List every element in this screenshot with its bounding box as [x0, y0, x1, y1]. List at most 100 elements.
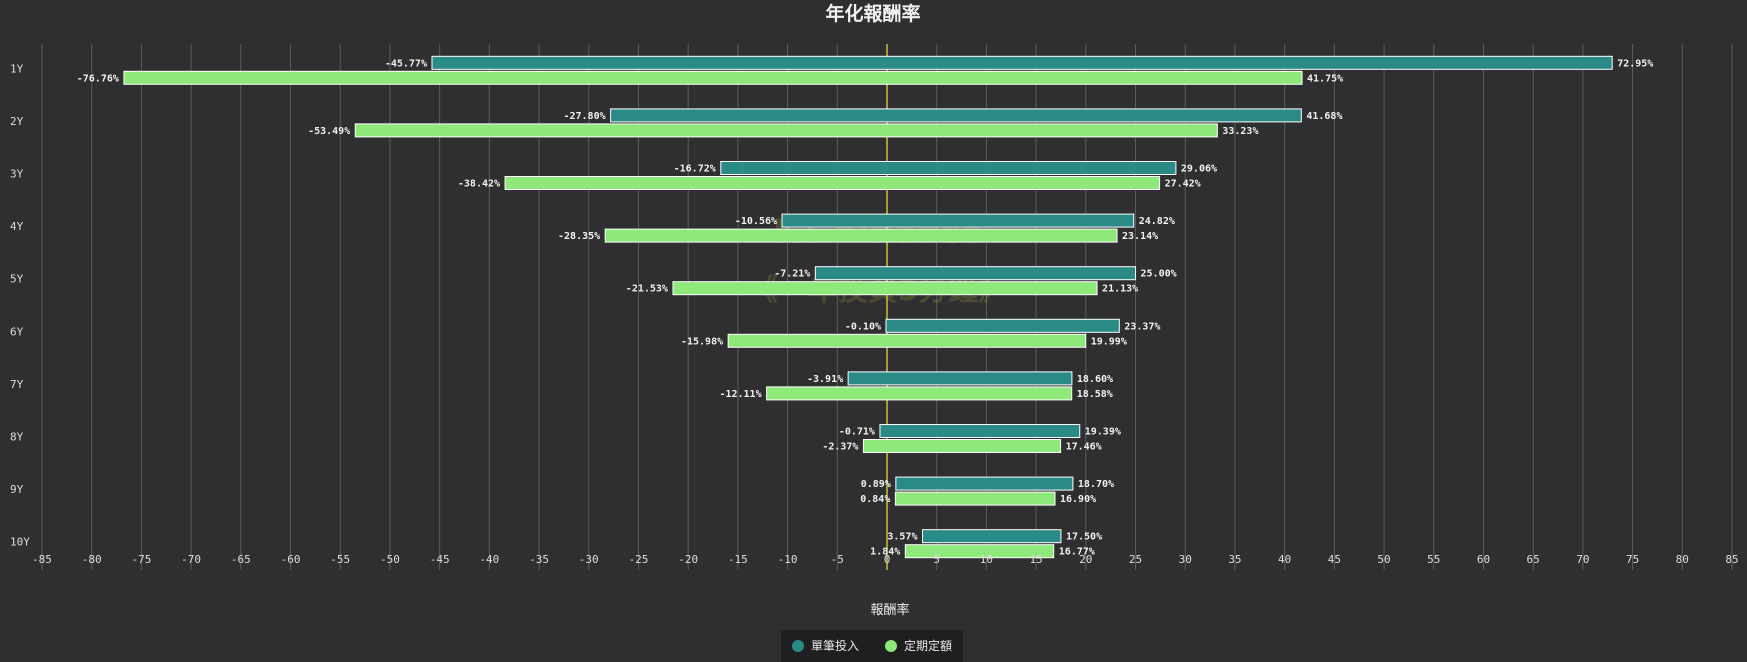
y-category-label: 9Y	[10, 483, 24, 496]
x-tick-label: -15	[728, 553, 748, 566]
max-value-label: 25.00%	[1141, 269, 1177, 280]
min-value-label: -38.42%	[458, 179, 500, 190]
y-category-label: 5Y	[10, 273, 24, 286]
bar-lump-sum	[921, 529, 1062, 544]
bar-dca	[862, 439, 1062, 453]
min-value-label: -0.10%	[845, 321, 881, 332]
max-value-label: 41.75%	[1307, 73, 1343, 84]
x-tick-label: -50	[380, 553, 400, 566]
min-value-label: -10.56%	[735, 216, 777, 227]
max-value-label: 21.13%	[1102, 284, 1138, 295]
y-category-label: 8Y	[10, 431, 24, 444]
bar-dca	[766, 386, 1073, 401]
max-value-label: 18.58%	[1077, 389, 1113, 400]
y-category-label: 7Y	[10, 378, 24, 391]
x-tick-label: -80	[82, 553, 102, 566]
bar-dca	[123, 70, 1303, 85]
bar-dca	[894, 491, 1056, 506]
min-value-label: -16.72%	[674, 164, 716, 175]
x-tick-label: -45	[430, 553, 450, 566]
x-axis-ticks: -85 -80 -75 -70 -65 -60 -55 -50 -45 -40 -35 -30 -25-…	[32, 553, 1739, 566]
y-category-label: 1Y	[10, 62, 24, 75]
x-tick-label: 25	[1129, 553, 1142, 566]
max-value-label: 33.23%	[1222, 126, 1258, 137]
bar-lump-sum	[720, 161, 1177, 175]
bar-lump-sum	[610, 108, 1302, 123]
bar-lump-sum	[847, 371, 1073, 386]
bar-lump-sum	[431, 55, 1613, 70]
x-axis-title: 報酬率	[870, 602, 909, 618]
x-tick-label: -55	[330, 553, 350, 566]
x-tick-label: 0	[884, 553, 891, 566]
min-value-label: 0.89%	[861, 479, 891, 490]
x-tick-label: -75	[131, 553, 151, 566]
bar-dca	[727, 333, 1087, 348]
x-tick-label: 70	[1576, 553, 1589, 566]
min-value-label: -53.49%	[308, 126, 350, 137]
max-value-label: 23.37%	[1124, 321, 1160, 332]
x-tick-label: 55	[1427, 553, 1440, 566]
max-value-label: 19.99%	[1091, 336, 1127, 347]
x-tick-label: 30	[1179, 553, 1192, 566]
y-category-label: 6Y	[10, 325, 24, 338]
min-value-label: 1.84%	[870, 547, 900, 558]
data-labels: -45.77% 72.95% -27.80% 41.68% -16.72% 29.06% -…	[77, 58, 1654, 557]
max-value-label: 17.50%	[1066, 532, 1102, 543]
max-value-label: 23.14%	[1122, 231, 1158, 242]
min-value-label: -45.77%	[385, 58, 427, 69]
max-value-label: 16.90%	[1060, 494, 1096, 505]
x-tick-label: 5	[933, 553, 940, 566]
max-value-label: 27.42%	[1165, 179, 1201, 190]
x-tick-label: -35	[529, 553, 549, 566]
bar-dca	[504, 176, 1161, 190]
bars	[123, 55, 1613, 559]
legend-background	[781, 630, 963, 662]
x-tick-label: 65	[1527, 553, 1540, 566]
x-tick-label: -20	[678, 553, 698, 566]
max-value-label: 16.77%	[1059, 547, 1095, 558]
x-tick-label: -10	[778, 553, 798, 566]
min-value-label: -15.98%	[681, 336, 723, 347]
max-value-label: 72.95%	[1617, 58, 1653, 69]
max-value-label: 19.39%	[1085, 427, 1121, 438]
max-value-label: 18.70%	[1078, 479, 1114, 490]
x-tick-label: -30	[579, 553, 599, 566]
legend-marker	[885, 640, 897, 652]
x-tick-label: 10	[980, 553, 993, 566]
legend-label: 單筆投入	[811, 638, 859, 653]
x-tick-label: -65	[231, 553, 251, 566]
bar-dca	[604, 228, 1118, 243]
min-value-label: -27.80%	[563, 111, 605, 122]
x-tick-label: -5	[831, 553, 844, 566]
max-value-label: 29.06%	[1181, 164, 1217, 175]
y-category-label: 2Y	[10, 115, 24, 128]
min-value-label: 0.84%	[860, 494, 890, 505]
x-tick-label: -40	[479, 553, 499, 566]
x-tick-label: -60	[281, 553, 301, 566]
x-tick-label: 20	[1079, 553, 1092, 566]
x-tick-label: 50	[1377, 553, 1390, 566]
min-value-label: -2.37%	[822, 442, 858, 453]
legend: 單筆投入 定期定額	[781, 630, 963, 662]
legend-marker	[792, 640, 804, 652]
bar-lump-sum	[814, 266, 1137, 281]
min-value-label: -7.21%	[774, 269, 810, 280]
bar-lump-sum	[895, 476, 1074, 491]
min-value-label: -28.35%	[558, 231, 600, 242]
min-value-label: -21.53%	[626, 284, 668, 295]
max-value-label: 41.68%	[1306, 111, 1342, 122]
x-tick-label: -25	[629, 553, 649, 566]
x-tick-label: -85	[32, 553, 52, 566]
max-value-label: 24.82%	[1139, 216, 1175, 227]
x-tick-label: -70	[181, 553, 201, 566]
bar-lump-sum	[885, 318, 1120, 333]
bar-lump-sum	[879, 424, 1081, 438]
x-tick-label: 15	[1029, 553, 1042, 566]
max-value-label: 18.60%	[1077, 374, 1113, 385]
x-tick-label: 45	[1328, 553, 1341, 566]
min-value-label: -12.11%	[719, 389, 761, 400]
chart-title: 年化報酬率	[825, 2, 920, 25]
x-tick-label: 85	[1725, 553, 1738, 566]
min-value-label: -3.91%	[807, 374, 843, 385]
